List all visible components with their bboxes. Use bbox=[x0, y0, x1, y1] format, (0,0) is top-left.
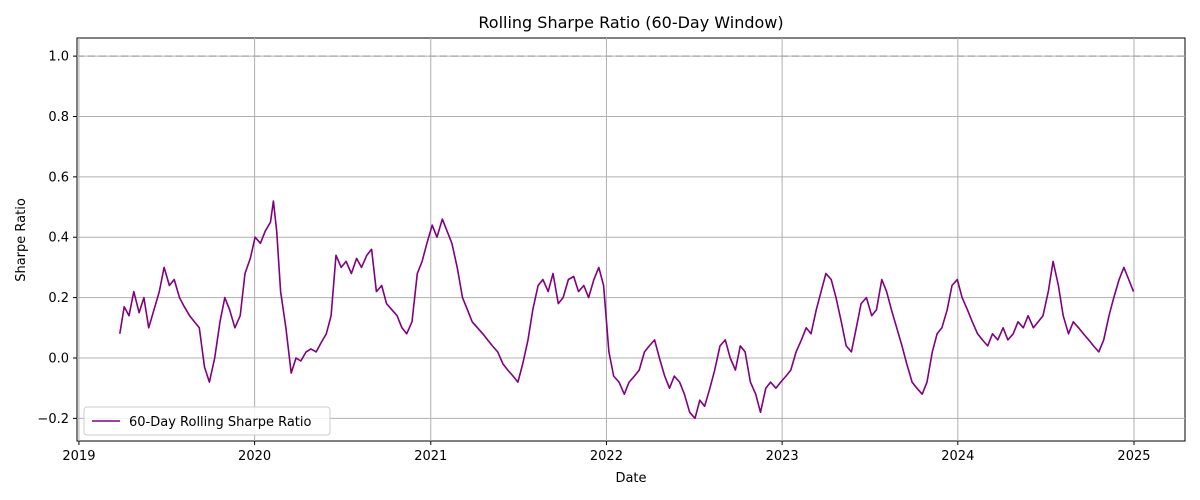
legend: 60-Day Rolling Sharpe Ratio bbox=[83, 406, 331, 436]
x-tick-label: 2019 bbox=[62, 449, 95, 464]
y-tick-label: 0.4 bbox=[48, 231, 69, 246]
y-gridlines bbox=[77, 55, 1185, 419]
x-gridlines bbox=[78, 38, 1135, 441]
x-tick-label: 2025 bbox=[1117, 449, 1150, 464]
y-tick-label: 1.0 bbox=[48, 50, 69, 65]
y-axis-title: Sharpe Ratio bbox=[14, 198, 29, 282]
y-tick-label: 0.8 bbox=[48, 110, 69, 125]
x-tick-label: 2021 bbox=[414, 449, 447, 464]
legend-box bbox=[83, 406, 331, 436]
x-axis-title: Date bbox=[615, 471, 646, 486]
x-tick-label: 2020 bbox=[238, 449, 271, 464]
y-tick-label: 0.2 bbox=[48, 291, 69, 306]
x-tick-label: 2022 bbox=[590, 449, 623, 464]
y-tick-label: −0.2 bbox=[37, 412, 69, 427]
x-tick-label: 2024 bbox=[941, 449, 974, 464]
x-tick-label: 2023 bbox=[766, 449, 799, 464]
legend-label: 60-Day Rolling Sharpe Ratio bbox=[129, 415, 312, 430]
series-line bbox=[119, 200, 1135, 420]
y-tick-label: 0.6 bbox=[48, 170, 69, 185]
x-axis-ticks: 2019 2020 2021 2022 2023 2024 2025 bbox=[62, 441, 1151, 464]
chart-title: Rolling Sharpe Ratio (60-Day Window) bbox=[478, 13, 783, 32]
y-axis-ticks: −0.2 0.0 0.2 0.4 0.6 0.8 1.0 bbox=[37, 50, 77, 427]
y-tick-label: 0.0 bbox=[48, 351, 69, 366]
